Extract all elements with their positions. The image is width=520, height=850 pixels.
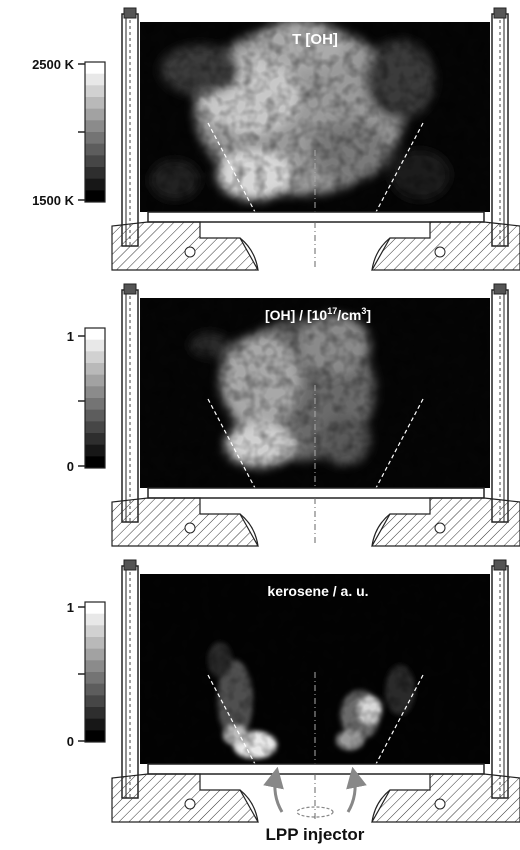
panel-title: T [OH] [292,31,338,48]
color-scale-step [85,409,105,422]
color-scale: 1 0 [67,327,106,474]
panel-title: kerosene / a. u. [267,583,368,599]
color-scale: 1 0 [67,600,106,749]
scale-max-label: 2500 K [32,57,75,72]
injector-arrow-left [263,766,284,813]
color-scale-step [85,363,105,376]
color-scale-step [85,351,105,364]
combustor-wall-right [491,559,509,799]
oh-field-image [140,298,490,488]
color-scale-step [85,433,105,446]
color-scale-step [85,648,105,661]
color-scale-step [85,660,105,673]
color-scale-step [85,683,105,696]
color-scale-step [85,707,105,720]
scale-min-label: 0 [67,734,74,749]
injector-annotation: LPP injector [263,766,367,844]
color-scale-step [85,108,105,121]
color-scale-step [85,120,105,133]
color-scale-step [85,132,105,145]
scale-min-label: 1500 K [32,193,75,208]
panel-title: [OH] / [1017/cm3] [265,306,371,323]
combustor-wall-left [121,559,139,799]
injector-label: LPP injector [266,825,365,844]
color-scale-step [85,672,105,685]
color-scale-step [85,386,105,399]
color-scale-step [85,167,105,180]
color-scale-frame [84,327,106,469]
color-scale-step [85,602,105,615]
color-scale-step [85,456,105,469]
color-scale-step [85,374,105,387]
color-scale-step [85,62,105,75]
combustor-wall-left [121,7,139,247]
color-scale-step [85,444,105,457]
burner-base [111,763,520,823]
color-scale-frame [84,601,106,743]
color-scale-step [85,155,105,168]
color-scale-step [85,339,105,352]
combustor-wall-left [121,283,139,523]
combustor-wall-right [491,7,509,247]
temperature-field-image [140,22,490,212]
injector-arrow-right [346,766,367,813]
color-scale-step [85,637,105,650]
color-scale-step [85,730,105,743]
color-scale-step [85,398,105,411]
color-scale: 2500 K 1500 K [32,57,106,208]
color-scale-step [85,695,105,708]
color-scale-step [85,190,105,203]
scale-max-label: 1 [67,329,74,344]
scale-max-label: 1 [67,600,74,615]
panel-oh-concentration: [OH] / [1017/cm3] 1 0 [67,283,520,547]
color-scale-step [85,613,105,626]
color-scale-step [85,85,105,98]
panel-temperature: T [OH] 2500 K 1500 K [32,7,520,271]
color-scale-step [85,143,105,156]
panel-kerosene: kerosene / a. u. 1 0 LPP inject [67,559,520,844]
color-scale-step [85,73,105,86]
color-scale-step [85,97,105,110]
color-scale-step [85,625,105,638]
color-scale-step [85,178,105,191]
color-scale-step [85,328,105,341]
burner-base [111,487,520,547]
burner-base [111,211,520,271]
scale-min-label: 0 [67,459,74,474]
color-scale-step [85,718,105,731]
color-scale-step [85,421,105,434]
swirl-indicator [296,806,334,818]
combustor-wall-right [491,283,509,523]
kerosene-field-image [140,574,490,764]
